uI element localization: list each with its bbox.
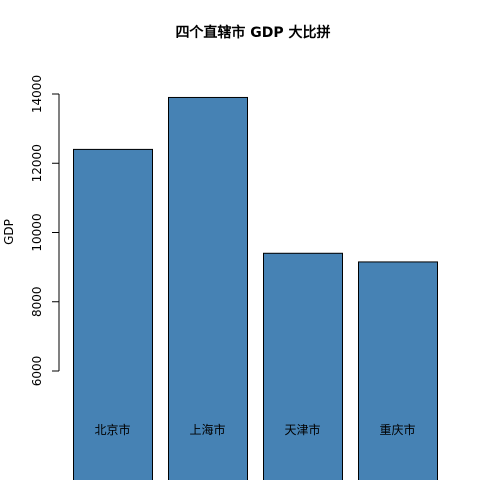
bar-label-2: 上海市 (189, 422, 225, 437)
bar-label-1: 北京市 (94, 422, 130, 437)
bar-2 (168, 96, 248, 480)
bar-4 (358, 261, 438, 480)
bar-label-3: 天津市 (284, 422, 320, 437)
bar-label-4: 重庆市 (379, 422, 415, 437)
bars-group (73, 96, 438, 480)
chart-title: 四个直辖市 GDP 大比拼 (175, 24, 330, 41)
y-tick-label-10000: 10000 (30, 213, 44, 251)
y-tick-label-14000: 14000 (30, 75, 44, 113)
y-tick-label-12000: 12000 (30, 144, 44, 182)
y-tick-label-6000: 6000 (30, 356, 44, 387)
bar-labels-group: 北京市 上海市 天津市 重庆市 (94, 422, 415, 437)
y-tick-label-8000: 8000 (30, 286, 44, 317)
y-axis: 6000 8000 10000 12000 14000 (30, 75, 60, 387)
y-axis-label: GDP (2, 219, 16, 245)
bar-1 (73, 148, 153, 480)
bar-3 (263, 252, 343, 480)
